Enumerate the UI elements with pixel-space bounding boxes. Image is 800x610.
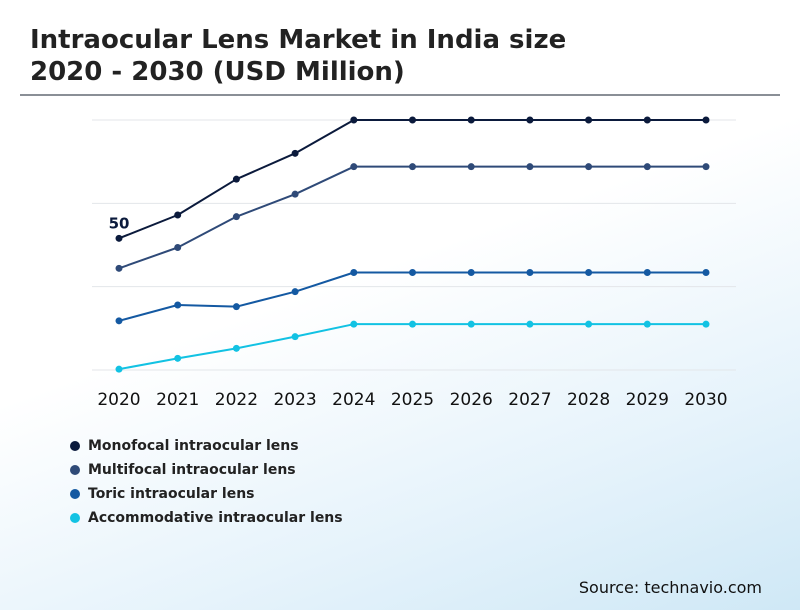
data-point: [409, 320, 416, 328]
data-point: [643, 163, 651, 171]
data-point: [350, 116, 358, 124]
data-point: [291, 190, 299, 198]
legend-marker: [70, 489, 80, 499]
data-point: [350, 269, 358, 276]
title-divider: [20, 94, 780, 96]
line-chart: 2020 2021 2022 2023 2024 2025 2026 2027 2028 2029…: [92, 116, 736, 410]
series-line: [118, 271, 706, 322]
data-point: [585, 269, 593, 276]
data-point: [232, 213, 240, 221]
legend-label: Multifocal intraocular lens: [88, 462, 296, 478]
data-point: [702, 269, 710, 276]
data-point: [643, 320, 651, 328]
x-tick-label: 2020: [97, 390, 140, 410]
legend-label: Monofocal intraocular lens: [88, 438, 299, 454]
data-point: [291, 288, 299, 296]
chart-legend: Monofocal intraocular lens Multifocal int…: [70, 434, 343, 530]
chart-title: Intraocular Lens Market in India size 20…: [30, 24, 566, 88]
legend-marker: [70, 465, 80, 475]
data-point: [585, 320, 593, 328]
data-point: [115, 365, 123, 373]
data-label: 50: [109, 214, 130, 232]
legend-item: Toric intraocular lens: [70, 482, 343, 506]
data-point: [409, 269, 416, 276]
series-line: [118, 119, 706, 240]
chart-title-line-2: 2020 - 2030 (USD Million): [30, 57, 405, 87]
data-point: [115, 317, 123, 325]
source-note: Source: technavio.com: [578, 578, 762, 597]
data-point: [467, 163, 475, 171]
legend-label: Toric intraocular lens: [88, 486, 255, 502]
data-point: [232, 175, 240, 183]
data-point: [232, 344, 240, 352]
x-tick-label: 2024: [332, 390, 375, 410]
legend-item: Accommodative intraocular lens: [70, 506, 343, 530]
data-point: [643, 269, 651, 276]
series-line: [118, 323, 706, 371]
data-point: [467, 320, 475, 328]
data-point: [350, 163, 358, 171]
data-point: [526, 163, 534, 171]
x-tick-label: 2030: [684, 390, 727, 410]
data-point: [409, 116, 416, 124]
data-point: [174, 211, 182, 219]
data-point: [174, 244, 182, 251]
chart-title-line-1: Intraocular Lens Market in India size: [30, 25, 567, 55]
data-point: [291, 149, 299, 157]
data-point: [291, 333, 299, 341]
data-point: [643, 116, 651, 124]
data-point: [232, 303, 240, 311]
x-tick-label: 2026: [450, 390, 493, 410]
x-tick-label: 2022: [215, 390, 258, 410]
x-tick-label: 2028: [567, 390, 610, 410]
data-point: [702, 116, 710, 124]
data-point: [467, 269, 475, 276]
series-line: [118, 165, 706, 270]
legend-marker: [70, 513, 80, 523]
legend-marker: [70, 441, 80, 451]
x-tick-label: 2023: [273, 390, 316, 410]
data-point: [350, 320, 358, 328]
legend-item: Multifocal intraocular lens: [70, 458, 343, 482]
x-tick-label: 2021: [156, 390, 199, 410]
data-point: [585, 163, 593, 171]
data-point: [409, 163, 416, 171]
data-point: [467, 116, 475, 124]
data-point: [585, 116, 593, 124]
data-point: [115, 234, 123, 242]
data-point: [702, 320, 710, 328]
data-point: [174, 301, 182, 309]
data-point: [174, 354, 182, 362]
data-point: [526, 320, 534, 328]
data-point: [526, 269, 534, 276]
legend-item: Monofocal intraocular lens: [70, 434, 343, 458]
x-tick-label: 2029: [626, 390, 669, 410]
x-tick-label: 2027: [508, 390, 551, 410]
data-point: [115, 264, 123, 272]
legend-label: Accommodative intraocular lens: [88, 510, 343, 526]
data-point: [702, 163, 710, 171]
data-point: [526, 116, 534, 124]
x-tick-label: 2025: [391, 390, 434, 410]
